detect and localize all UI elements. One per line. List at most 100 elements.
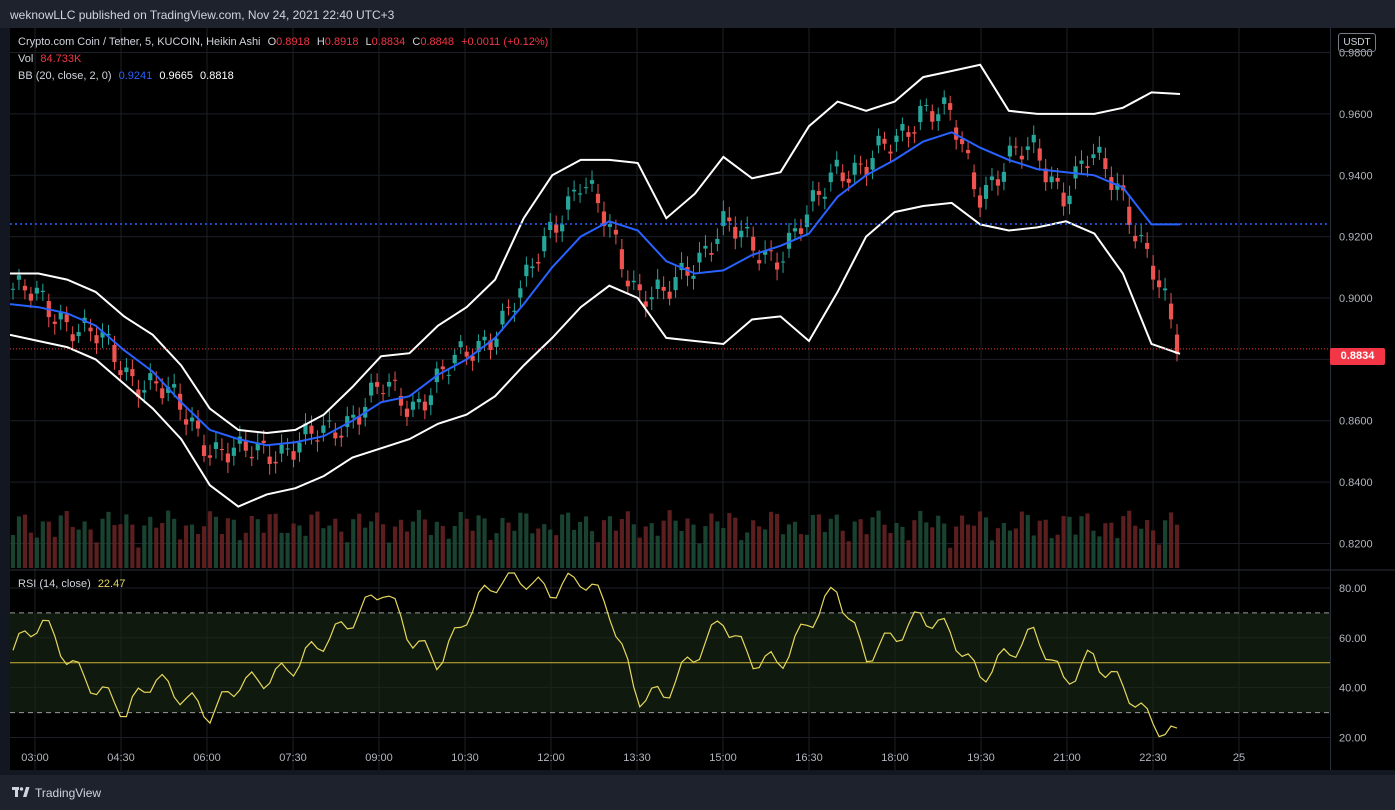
volume-bar [667, 510, 672, 568]
candle-body [577, 193, 583, 195]
candle-body [315, 440, 320, 442]
candle-body [739, 230, 744, 238]
candle-body [1043, 168, 1048, 183]
candle-body [960, 138, 965, 145]
volume-bar [673, 520, 678, 568]
volume-bar [912, 520, 917, 568]
candle-body [243, 440, 248, 451]
candle-body [798, 228, 804, 234]
time-tick-label: 19:30 [967, 752, 995, 764]
volume-bar [930, 527, 935, 568]
candle-body [870, 157, 875, 170]
tradingview-logo[interactable]: TradingView [12, 785, 101, 801]
candle-body [351, 414, 356, 418]
price-scale[interactable]: 0.98000.96000.94000.92000.90000.88000.86… [1330, 28, 1395, 770]
candle-body [106, 333, 111, 336]
candle-body [924, 104, 929, 106]
candle-body [392, 379, 398, 381]
volume-bar [697, 543, 702, 568]
volume-bar [363, 527, 368, 568]
rsi-label[interactable]: RSI (14, close) [18, 578, 91, 590]
time-tick-label: 10:30 [451, 752, 479, 764]
plot-area[interactable] [10, 28, 1330, 770]
candle-body [440, 366, 445, 370]
candle-body [219, 448, 225, 451]
time-axis[interactable]: 03:00 04:30 06:00 07:30 09:00 10:30 12:00 13:30… [0, 745, 1395, 770]
volume-bar [1073, 534, 1078, 568]
candle-body [900, 124, 905, 131]
candle-body [34, 287, 39, 294]
volume-bar [566, 512, 571, 568]
volume-bar [780, 534, 786, 568]
candle-body [1067, 195, 1072, 205]
volume-bar [577, 521, 583, 568]
volume-bar [936, 515, 941, 568]
currency-badge[interactable]: USDT [1338, 33, 1376, 52]
volume-bar [1121, 516, 1126, 568]
candle-body [751, 236, 756, 251]
volume-bar [440, 525, 445, 568]
volume-label[interactable]: Vol [18, 53, 34, 65]
volume-bar [864, 534, 869, 568]
candle-body [404, 408, 410, 417]
volume-bar [703, 526, 708, 568]
volume-bar [100, 518, 105, 568]
candle-body [1025, 146, 1030, 150]
candle-body [52, 321, 57, 324]
volume-bar [709, 513, 714, 568]
volume-bar [243, 532, 248, 568]
candle-body [428, 395, 433, 406]
volume-bar [488, 540, 493, 568]
volume-bar [1001, 523, 1006, 568]
candle-body [554, 224, 559, 233]
volume-bar [751, 520, 756, 568]
symbol-name[interactable]: Crypto.com Coin / Tether, 5, KUCOIN, Hei… [18, 36, 261, 48]
volume-bar [46, 521, 51, 568]
volume-bar [28, 532, 33, 568]
volume-bar [524, 513, 529, 568]
volume-bar [792, 521, 798, 568]
volume-bar [333, 518, 338, 568]
chart-canvas[interactable] [10, 28, 1330, 770]
publish-header: weknowLLC published on TradingView.com, … [0, 0, 1395, 28]
volume-bar [76, 529, 81, 568]
candle-body [894, 135, 899, 142]
volume-bar [948, 547, 953, 568]
volume-bar [852, 521, 857, 568]
volume-bar [583, 516, 589, 568]
candle-body [16, 275, 22, 280]
candle-body [774, 262, 780, 270]
candle-body [112, 344, 117, 363]
candle-body [488, 340, 493, 351]
time-axis-canvas: 03:00 04:30 06:00 07:30 09:00 10:30 12:00 13:30… [21, 752, 1245, 764]
volume-bar [154, 527, 159, 568]
bb-label[interactable]: BB (20, close, 2, 0) [18, 70, 112, 82]
bb-basis-value: 0.9241 [118, 70, 153, 82]
candle-body [1001, 171, 1006, 182]
volume-bar [118, 524, 123, 568]
volume-bar [1139, 528, 1144, 568]
volume-bar [267, 514, 272, 568]
volume-bar [178, 539, 183, 568]
candle-body [130, 369, 135, 377]
candle-body [661, 286, 666, 291]
candle-body [327, 420, 332, 422]
volume-bar [1174, 524, 1180, 568]
candle-body [965, 149, 971, 154]
candle-body [679, 262, 684, 271]
time-tick-label: 25 [1233, 752, 1245, 764]
candle-body [995, 179, 1001, 186]
candle-body [769, 250, 774, 252]
candle-body [10, 288, 16, 290]
ohlc-close: C0.8848 [412, 36, 454, 48]
volume-bar [1025, 514, 1030, 568]
candle-body [118, 370, 123, 376]
candle-body [70, 334, 75, 342]
volume-bar [207, 511, 213, 568]
candle-body [1097, 146, 1102, 153]
volume-bar [195, 534, 201, 568]
symbol-legend: Crypto.com Coin / Tether, 5, KUCOIN, Hei… [18, 36, 552, 48]
candle-body [757, 260, 762, 264]
volume-bar [876, 510, 881, 568]
publisher-text: weknowLLC published on TradingView.com, … [10, 8, 395, 22]
